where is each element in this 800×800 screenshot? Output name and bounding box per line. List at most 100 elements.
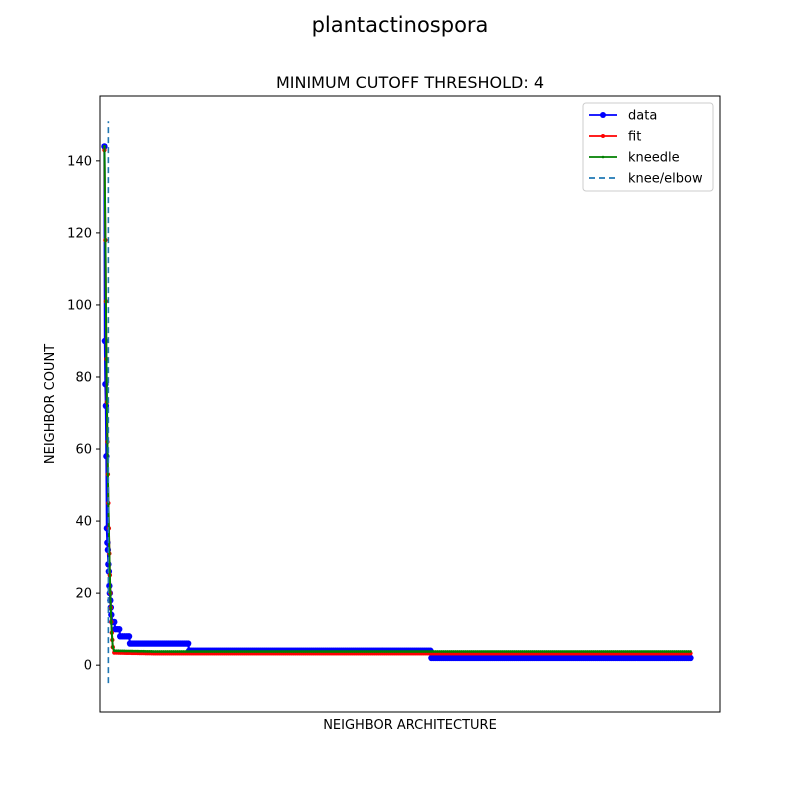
point-kneedle xyxy=(122,649,126,653)
point-kneedle xyxy=(568,650,572,653)
point-kneedle xyxy=(264,650,268,653)
point-kneedle xyxy=(588,650,592,653)
point-kneedle xyxy=(523,650,526,653)
point-kneedle xyxy=(574,650,578,653)
point-kneedle xyxy=(367,650,370,653)
point-kneedle xyxy=(256,650,260,653)
point-kneedle xyxy=(487,650,491,653)
series-line-data xyxy=(103,146,691,660)
point-kneedle xyxy=(614,650,617,653)
point-kneedle xyxy=(254,650,258,653)
point-kneedle xyxy=(497,650,501,653)
point-kneedle xyxy=(442,650,445,653)
point-kneedle xyxy=(639,650,643,653)
legend-box xyxy=(582,102,714,192)
point-kneedle xyxy=(341,650,345,653)
point-kneedle xyxy=(187,650,191,653)
point-kneedle xyxy=(479,650,483,653)
point-kneedle xyxy=(307,650,311,653)
point-kneedle xyxy=(483,650,487,653)
point-kneedle xyxy=(359,650,363,653)
point-kneedle xyxy=(349,650,353,653)
point-kneedle xyxy=(651,650,655,653)
y-tick-label: 80 xyxy=(75,370,92,385)
point-kneedle xyxy=(554,650,558,653)
point-kneedle xyxy=(675,650,679,653)
point-kneedle xyxy=(225,650,228,653)
point-kneedle xyxy=(424,650,428,653)
legend-entry: data xyxy=(589,109,657,124)
point-kneedle xyxy=(120,649,124,653)
point-kneedle xyxy=(195,650,199,653)
point-kneedle xyxy=(353,650,357,653)
point-kneedle xyxy=(594,650,598,653)
point-kneedle xyxy=(103,145,106,148)
point-kneedle xyxy=(270,650,274,653)
point-kneedle xyxy=(309,650,313,653)
point-kneedle xyxy=(166,650,169,653)
point-kneedle xyxy=(546,650,550,653)
point-kneedle xyxy=(661,650,665,653)
point-kneedle xyxy=(268,650,272,653)
point-kneedle xyxy=(158,650,161,653)
point-kneedle xyxy=(246,650,250,653)
y-tick-label: 0 xyxy=(84,659,92,674)
point-kneedle xyxy=(170,650,173,653)
point-kneedle xyxy=(384,650,388,653)
point-kneedle xyxy=(505,650,509,653)
point-kneedle xyxy=(538,650,542,653)
point-kneedle xyxy=(152,650,156,653)
point-kneedle xyxy=(564,650,568,653)
point-kneedle xyxy=(627,650,631,653)
legend: data fit kneedle knee/elbow xyxy=(582,102,714,192)
point-kneedle xyxy=(436,650,440,653)
point-kneedle xyxy=(248,650,252,653)
point-kneedle xyxy=(631,650,635,653)
point-kneedle xyxy=(649,650,653,653)
point-kneedle xyxy=(440,650,444,653)
point-kneedle xyxy=(596,650,600,653)
y-tick-label: 100 xyxy=(67,298,92,313)
point-kneedle xyxy=(142,649,146,653)
point-kneedle xyxy=(105,357,108,361)
legend-label: fit xyxy=(628,130,641,145)
point-kneedle xyxy=(272,650,276,653)
point-kneedle xyxy=(608,650,611,653)
point-kneedle xyxy=(406,650,410,653)
point-kneedle xyxy=(408,650,412,653)
point-kneedle xyxy=(175,650,179,653)
point-kneedle xyxy=(452,650,455,653)
point-kneedle xyxy=(540,650,544,653)
point-kneedle xyxy=(221,650,225,653)
point-kneedle xyxy=(578,650,582,653)
point-kneedle xyxy=(659,650,663,653)
point-kneedle xyxy=(473,650,477,653)
point-kneedle xyxy=(128,649,132,653)
point-kneedle xyxy=(300,650,303,653)
point-kneedle xyxy=(527,650,530,653)
point-kneedle xyxy=(558,650,562,653)
point-kneedle xyxy=(132,649,136,653)
point-kneedle xyxy=(535,650,538,653)
point-kneedle xyxy=(685,650,688,653)
series-fit xyxy=(102,147,693,656)
series-data xyxy=(101,143,694,662)
legend-label: kneedle xyxy=(628,151,680,166)
point-kneedle xyxy=(645,650,649,653)
point-kneedle xyxy=(205,650,209,653)
point-kneedle xyxy=(282,650,286,653)
point-kneedle xyxy=(380,650,384,653)
point-kneedle xyxy=(398,650,402,653)
point-kneedle xyxy=(513,650,517,653)
point-kneedle xyxy=(533,650,536,653)
point-kneedle xyxy=(619,650,623,653)
legend-entry: fit xyxy=(589,130,641,145)
point-kneedle xyxy=(305,650,309,653)
point-kneedle xyxy=(112,649,116,653)
point-kneedle xyxy=(104,299,108,303)
legend-entry: knee/elbow xyxy=(589,172,703,187)
point-kneedle xyxy=(671,650,675,653)
x-axis-label: NEIGHBOR ARCHITECTURE xyxy=(323,718,497,733)
point-kneedle xyxy=(329,650,333,653)
point-kneedle xyxy=(477,650,481,653)
